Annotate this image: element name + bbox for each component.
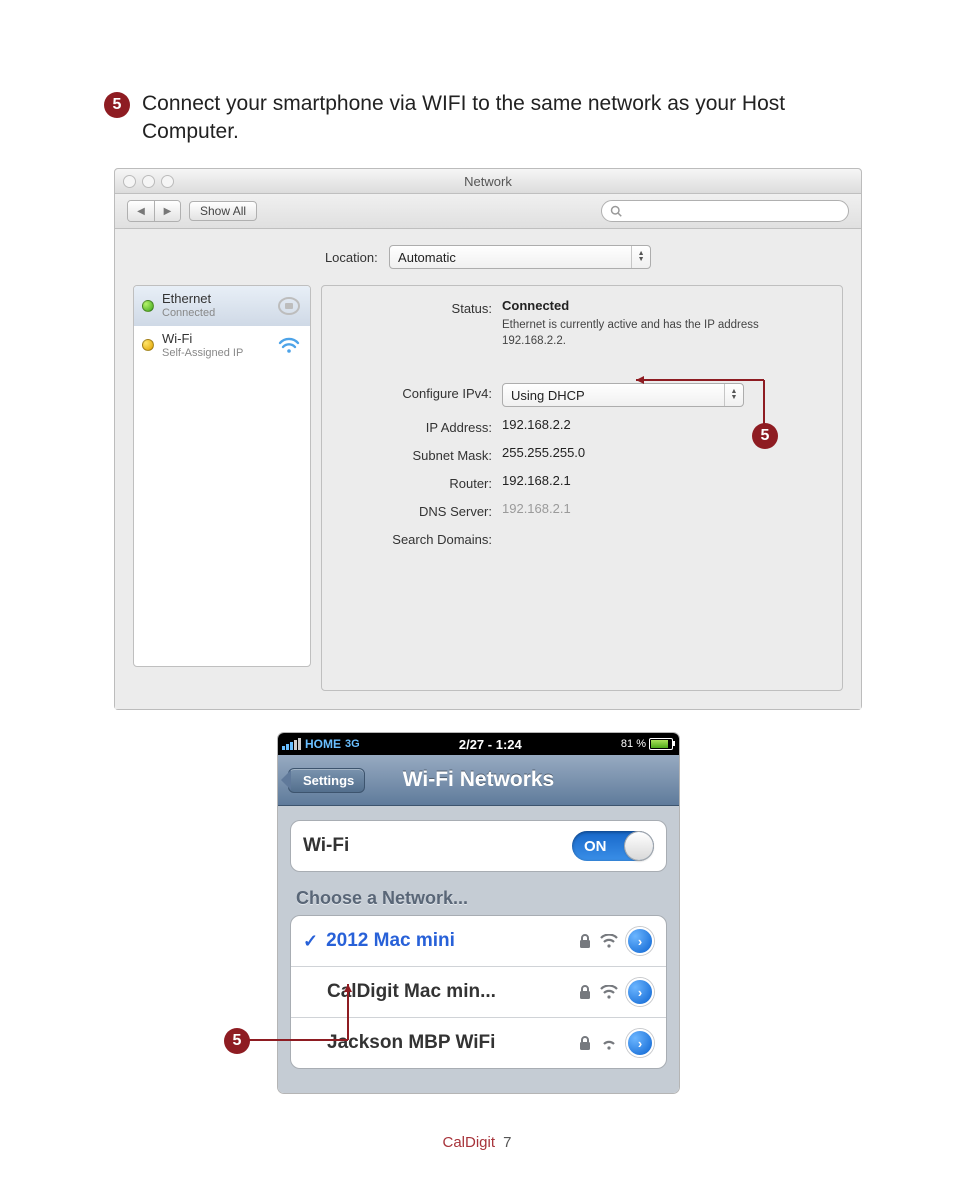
wifi-signal-icon: [600, 1036, 618, 1050]
carrier-label: HOME: [305, 737, 341, 751]
footer-page: 7: [503, 1134, 511, 1151]
network-name: 2012 Mac mini: [326, 930, 455, 952]
battery-indicator: 81 %: [621, 738, 673, 750]
nav-buttons[interactable]: ◀ ▶: [127, 200, 181, 222]
detail-disclosure-icon[interactable]: ›: [626, 978, 654, 1006]
iphone-screenshot: HOME 3G 2/27 - 1:24 81 % Settings Wi-Fi …: [278, 733, 679, 1093]
interface-status: Connected: [162, 307, 270, 320]
callout-badge-mac: 5: [752, 423, 778, 449]
wifi-signal-icon: [600, 934, 618, 948]
configure-value: Using DHCP: [503, 388, 724, 403]
ios-body: Wi-Fi ON Choose a Network... ✓ 2012 Mac …: [278, 806, 679, 1093]
lock-icon: [578, 933, 592, 949]
mac-network-window: Network ◀ ▶ Show All Location: Automatic…: [114, 168, 862, 710]
status-value: Connected: [502, 298, 824, 313]
dns-value: 192.168.2.1: [502, 501, 824, 516]
ios-navbar: Settings Wi-Fi Networks: [278, 755, 679, 806]
callout-badge-ios: 5: [224, 1028, 250, 1054]
back-button[interactable]: ◀: [128, 201, 154, 221]
battery-percent: 81 %: [621, 738, 646, 750]
window-title: Network: [115, 174, 861, 189]
status-dot-yellow: [142, 339, 154, 351]
location-select[interactable]: Automatic ▲▼: [389, 245, 651, 269]
search-input[interactable]: [601, 200, 849, 222]
location-label: Location:: [325, 250, 378, 265]
select-arrows-icon: ▲▼: [724, 384, 743, 406]
page-footer: CalDigit 7: [0, 1134, 954, 1151]
forward-button[interactable]: ▶: [154, 201, 180, 221]
status-dot-green: [142, 300, 154, 312]
interface-list[interactable]: Ethernet Connected Wi-Fi Self-Assigned I…: [133, 285, 311, 667]
router-label: Router:: [334, 473, 502, 491]
interface-item-wifi[interactable]: Wi-Fi Self-Assigned IP: [134, 326, 310, 366]
search-icon: [610, 205, 622, 217]
toggle-knob: [625, 832, 653, 860]
battery-icon: [649, 738, 673, 750]
mac-titlebar: Network: [115, 169, 861, 194]
interface-item-ethernet[interactable]: Ethernet Connected: [134, 286, 310, 326]
network-name: CalDigit Mac min...: [327, 981, 496, 1003]
network-list: ✓ 2012 Mac mini › CalDigit Mac min...: [290, 915, 667, 1069]
lock-icon: [578, 1035, 592, 1051]
subnet-label: Subnet Mask:: [334, 445, 502, 463]
ios-statusbar: HOME 3G 2/27 - 1:24 81 %: [278, 733, 679, 755]
ethernet-icon: [276, 293, 302, 319]
checkmark-icon: ✓: [303, 931, 318, 952]
interface-status: Self-Assigned IP: [162, 347, 270, 360]
dns-label: DNS Server:: [334, 501, 502, 519]
wifi-icon: [276, 332, 302, 358]
detail-disclosure-icon[interactable]: ›: [626, 927, 654, 955]
details-panel: Status: Connected Ethernet is currently …: [321, 285, 843, 691]
show-all-button[interactable]: Show All: [189, 201, 257, 221]
configure-label: Configure IPv4:: [334, 383, 502, 401]
status-label: Status:: [334, 298, 502, 316]
mac-body: Location: Automatic ▲▼ Ethernet Connecte…: [115, 229, 861, 709]
mac-toolbar: ◀ ▶ Show All: [115, 194, 861, 229]
wifi-toggle[interactable]: ON: [572, 831, 654, 861]
select-arrows-icon: ▲▼: [631, 246, 650, 268]
back-button[interactable]: Settings: [288, 768, 365, 793]
subnet-value: 255.255.255.0: [502, 445, 824, 460]
lock-icon: [578, 984, 592, 1000]
signal-bars-icon: [282, 738, 301, 750]
router-value: 192.168.2.1: [502, 473, 824, 488]
status-description: Ethernet is currently active and has the…: [502, 317, 802, 349]
footer-brand: CalDigit: [442, 1134, 495, 1151]
wifi-toggle-cell: Wi-Fi ON: [290, 820, 667, 872]
ip-label: IP Address:: [334, 417, 502, 435]
interface-name: Wi-Fi: [162, 332, 270, 347]
interface-name: Ethernet: [162, 292, 270, 307]
location-row: Location: Automatic ▲▼: [133, 245, 843, 269]
search-domains-label: Search Domains:: [334, 529, 502, 547]
step-number-badge: 5: [104, 92, 130, 118]
configure-select[interactable]: Using DHCP ▲▼: [502, 383, 744, 407]
choose-network-label: Choose a Network...: [296, 888, 661, 909]
detail-disclosure-icon[interactable]: ›: [626, 1029, 654, 1057]
network-row[interactable]: ✓ 2012 Mac mini ›: [291, 916, 666, 966]
network-row[interactable]: Jackson MBP WiFi ›: [291, 1017, 666, 1068]
wifi-signal-icon: [600, 985, 618, 999]
step-heading: 5 Connect your smartphone via WIFI to th…: [104, 90, 864, 147]
network-name: Jackson MBP WiFi: [327, 1032, 495, 1054]
wifi-label: Wi-Fi: [303, 835, 572, 857]
status-time: 2/27 - 1:24: [360, 737, 621, 752]
location-value: Automatic: [390, 250, 631, 265]
step-text: Connect your smartphone via WIFI to the …: [142, 90, 864, 147]
network-type: 3G: [345, 738, 360, 750]
network-row[interactable]: CalDigit Mac min... ›: [291, 966, 666, 1017]
toggle-on-label: ON: [584, 838, 607, 855]
